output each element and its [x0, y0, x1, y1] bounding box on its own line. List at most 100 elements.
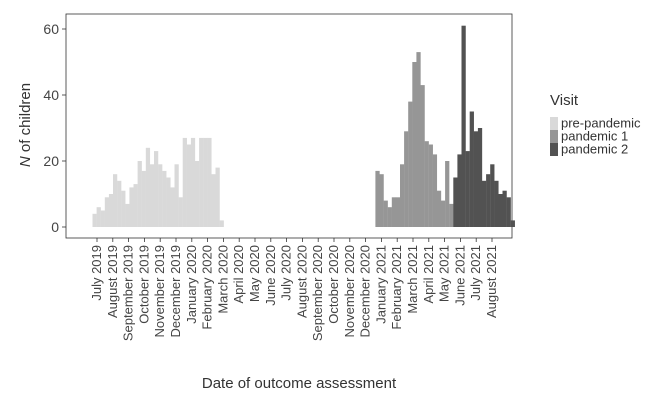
- x-tick-label-13: August 2020: [294, 245, 309, 318]
- bar-pandemic-1-10: [416, 52, 421, 227]
- bar-pre-pandemic-5: [113, 174, 118, 227]
- bar-pre-pandemic-30: [215, 167, 220, 227]
- bar-pandemic-1-16: [441, 200, 446, 227]
- x-axis-title: Date of outcome assessment: [202, 375, 397, 392]
- x-tick-label-23: June 2021: [452, 245, 467, 306]
- bar-pandemic-2-3: [465, 151, 470, 227]
- x-tick-label-21: April 2021: [421, 245, 436, 304]
- legend-key-pandemic-2: [550, 143, 558, 156]
- bar-pre-pandemic-31: [219, 220, 224, 227]
- x-tick-label-5: December 2019: [168, 245, 183, 338]
- bar-pre-pandemic-3: [104, 197, 110, 227]
- x-tick-label-10: May 2020: [247, 245, 262, 302]
- bar-pre-pandemic-0: [92, 213, 97, 227]
- bar-pre-pandemic-17: [162, 170, 167, 227]
- y-axis-title: N of children: [17, 83, 34, 167]
- bar-pre-pandemic-7: [121, 190, 126, 227]
- x-axis: July 2019 August 2019 September 2019 Octobe…: [89, 238, 499, 341]
- bar-pre-pandemic-28: [207, 137, 212, 227]
- bar-pre-pandemic-15: [154, 151, 159, 227]
- x-tick-label-17: December 2020: [358, 245, 373, 338]
- x-tick-label-2: September 2019: [121, 245, 136, 341]
- y-tick-label-20: 20: [43, 153, 59, 169]
- x-tick-label-20: March 2021: [405, 245, 420, 314]
- bar-pre-pandemic-23: [186, 144, 192, 227]
- bar-pandemic-2-14: [510, 220, 515, 227]
- y-axis: 0 20 40 60: [43, 21, 66, 235]
- bar-pandemic-2-8: [486, 174, 491, 227]
- bar-pandemic-2-10: [494, 180, 499, 227]
- bar-pandemic-1-9: [412, 62, 417, 227]
- bar-pre-pandemic-12: [141, 170, 146, 227]
- bar-pandemic-2-12: [502, 190, 507, 227]
- bar-pre-pandemic-16: [158, 164, 163, 227]
- bar-pre-pandemic-21: [178, 197, 183, 227]
- bar-pre-pandemic-14: [149, 164, 155, 227]
- x-tick-label-6: January 2020: [184, 245, 199, 324]
- bar-pre-pandemic-2: [100, 210, 105, 227]
- legend-label-pandemic-2: pandemic 2: [561, 142, 628, 157]
- x-tick-label-0: July 2019: [89, 245, 104, 301]
- x-tick-label-3: October 2019: [136, 245, 151, 324]
- x-tick-label-14: September 2020: [310, 245, 325, 341]
- legend-label-pandemic-1: pandemic 1: [561, 129, 628, 144]
- bar-pandemic-2-13: [506, 197, 511, 227]
- y-axis-title-text: of children: [17, 83, 34, 156]
- x-tick-label-15: October 2020: [326, 245, 341, 324]
- bar-pandemic-1-3: [387, 207, 392, 227]
- bar-pre-pandemic-9: [129, 187, 134, 227]
- bar-pandemic-2-0: [453, 177, 458, 227]
- bar-pandemic-1-15: [436, 190, 442, 227]
- bar-pandemic-1-4: [391, 197, 397, 227]
- bar-pre-pandemic-19: [170, 187, 175, 227]
- x-tick-label-12: July 2020: [279, 245, 294, 301]
- bar-pre-pandemic-26: [199, 137, 204, 227]
- bar-pandemic-1-13: [428, 144, 433, 227]
- x-tick-label-25: August 2021: [484, 245, 499, 318]
- x-tick-label-7: February 2020: [200, 245, 215, 330]
- bar-pandemic-1-17: [445, 161, 450, 227]
- x-tick-label-1: August 2019: [105, 245, 120, 318]
- bar-pandemic-1-12: [424, 141, 429, 227]
- x-tick-label-9: April 2020: [231, 245, 246, 304]
- y-tick-label-40: 40: [43, 87, 59, 103]
- x-tick-label-11: June 2020: [263, 245, 278, 306]
- bar-pandemic-1-11: [420, 85, 425, 227]
- bar-pandemic-2-1: [457, 154, 462, 227]
- bar-pandemic-1-2: [383, 200, 388, 227]
- y-axis-title-italic: N: [17, 156, 34, 167]
- x-tick-label-18: January 2021: [373, 245, 388, 324]
- legend-label-pre-pandemic: pre-pandemic: [561, 116, 641, 131]
- bar-pre-pandemic-22: [182, 137, 187, 227]
- y-tick-label-60: 60: [43, 21, 59, 37]
- bar-pre-pandemic-27: [203, 137, 208, 227]
- bar-pandemic-2-7: [482, 180, 487, 227]
- legend-title: Visit: [550, 92, 579, 109]
- bar-pre-pandemic-13: [145, 147, 151, 227]
- bar-pandemic-1-18: [449, 203, 454, 227]
- bar-pre-pandemic-6: [117, 180, 122, 227]
- bar-pandemic-1-7: [404, 131, 409, 227]
- bar-pre-pandemic-8: [125, 203, 130, 227]
- bar-pre-pandemic-18: [166, 177, 171, 227]
- legend-key-pre-pandemic: [550, 117, 558, 130]
- bar-pandemic-1-0: [375, 170, 380, 227]
- bar-pandemic-2-6: [477, 128, 483, 227]
- bar-pandemic-2-4: [469, 111, 474, 227]
- bar-pandemic-1-1: [379, 174, 384, 227]
- bar-pre-pandemic-10: [133, 184, 138, 227]
- bar-pre-pandemic-24: [190, 137, 196, 227]
- bar-pre-pandemic-11: [137, 161, 142, 227]
- bar-pre-pandemic-25: [195, 161, 200, 227]
- bar-pandemic-1-14: [432, 154, 438, 227]
- bar-pre-pandemic-29: [211, 174, 216, 227]
- bar-pandemic-2-9: [490, 164, 495, 227]
- bar-pandemic-1-6: [400, 164, 405, 227]
- x-tick-label-24: July 2021: [468, 245, 483, 301]
- x-tick-label-8: March 2020: [215, 245, 230, 314]
- bar-pandemic-2-2: [461, 25, 466, 228]
- bar-pre-pandemic-4: [108, 194, 114, 227]
- x-tick-label-4: November 2019: [152, 245, 167, 338]
